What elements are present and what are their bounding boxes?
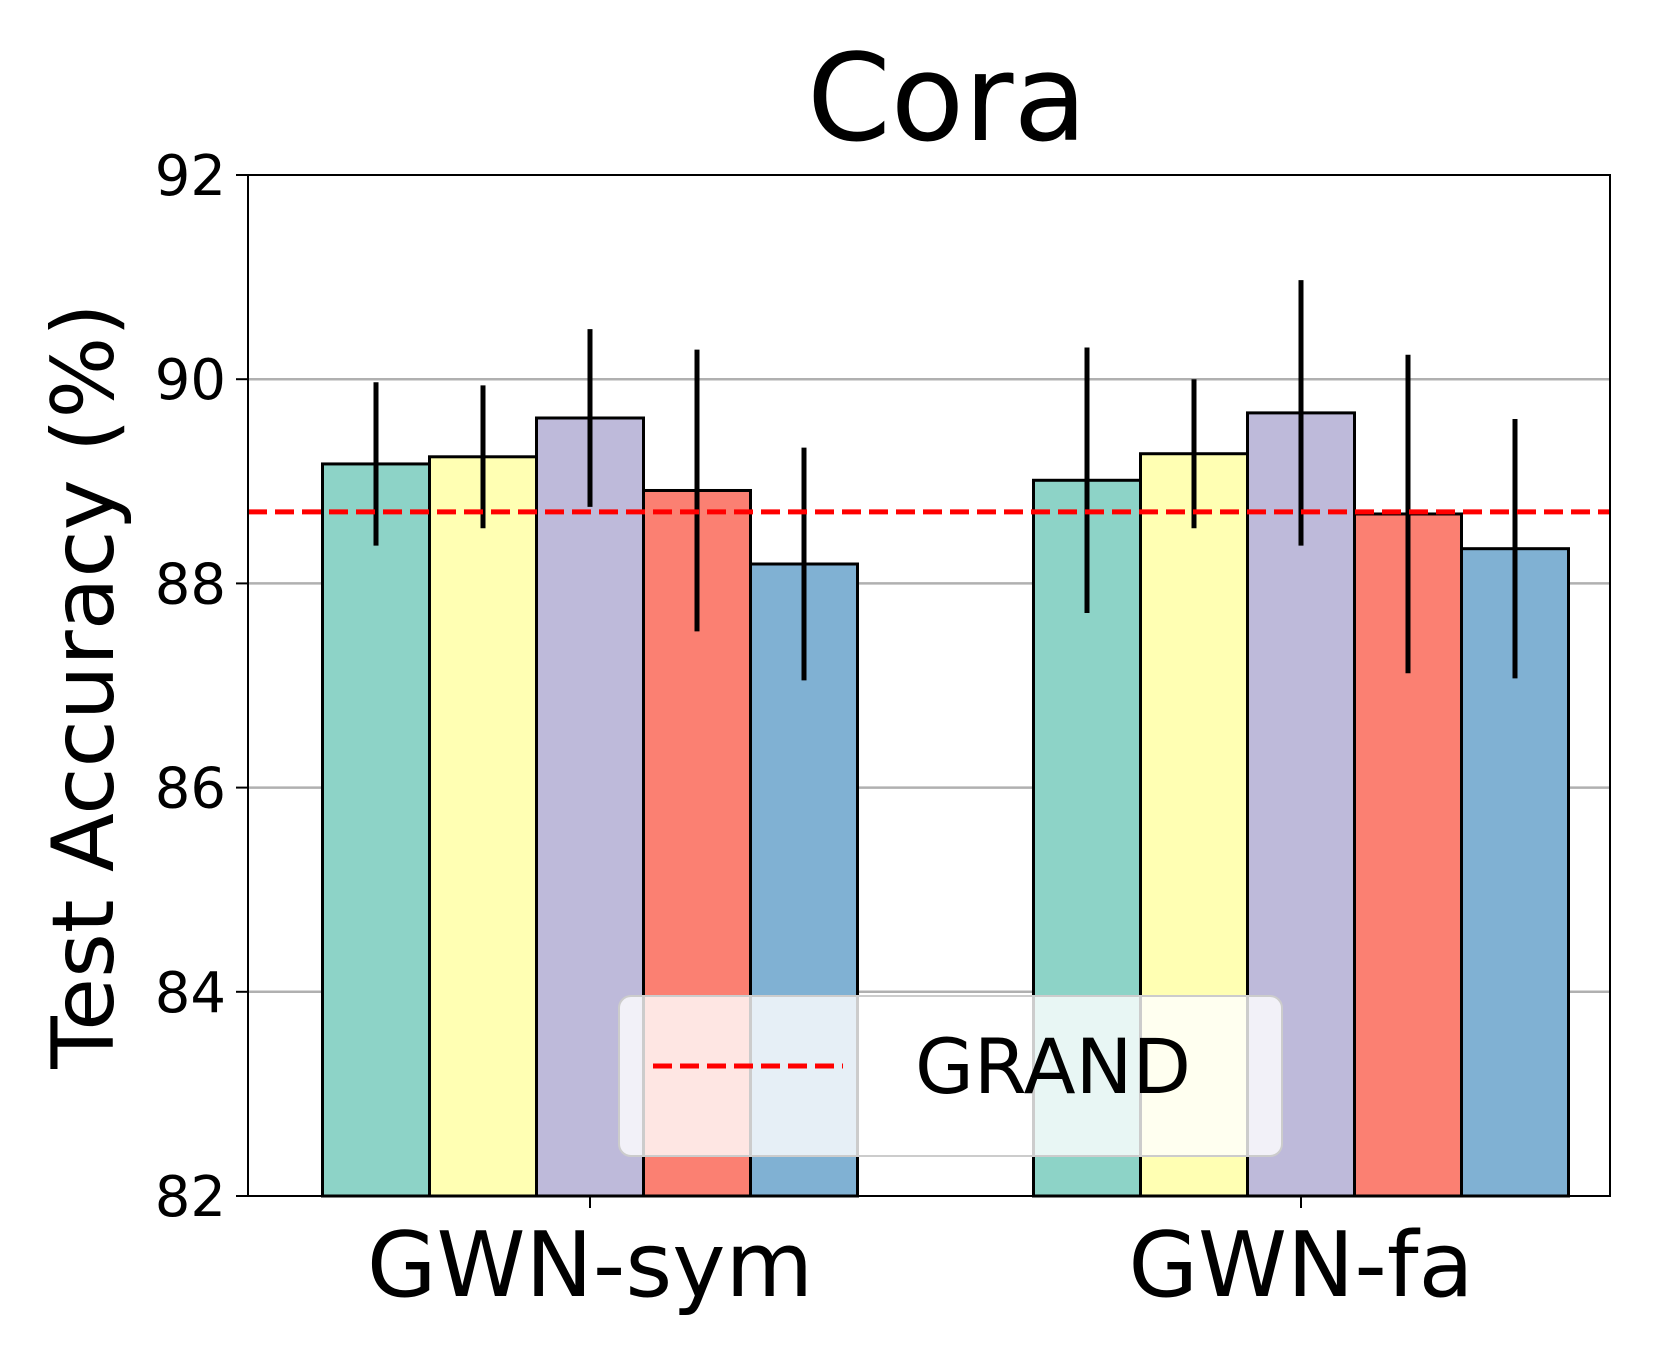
y-tick-label: 84 [155,961,226,1026]
y-axis-label: Test Accuracy (%) [34,303,134,1069]
legend-box [618,995,1283,1157]
error-bars-group [373,280,1518,681]
y-tick-label: 86 [155,757,226,822]
bar-GWN-sym-series-2 [428,455,538,1198]
x-axis-ticks: GWN-sym GWN-fa [367,1196,1474,1318]
plot-frame [247,174,1611,1197]
x-tick-label: GWN-fa [1128,1213,1473,1318]
y-tick-label: 92 [155,144,226,209]
chart-title: Cora [807,30,1087,169]
y-tick-label: 90 [155,348,226,413]
y-tick-label: 88 [155,552,226,617]
y-axis-ticks: 82 84 86 88 90 92 [155,144,248,1230]
legend-label-grand: GRAND [915,1022,1191,1111]
bar-GWN-sym-series-1 [321,462,431,1198]
legend: GRAND [618,995,1283,1157]
y-tick-label: 82 [155,1165,226,1230]
x-tick-label: GWN-sym [367,1213,813,1318]
